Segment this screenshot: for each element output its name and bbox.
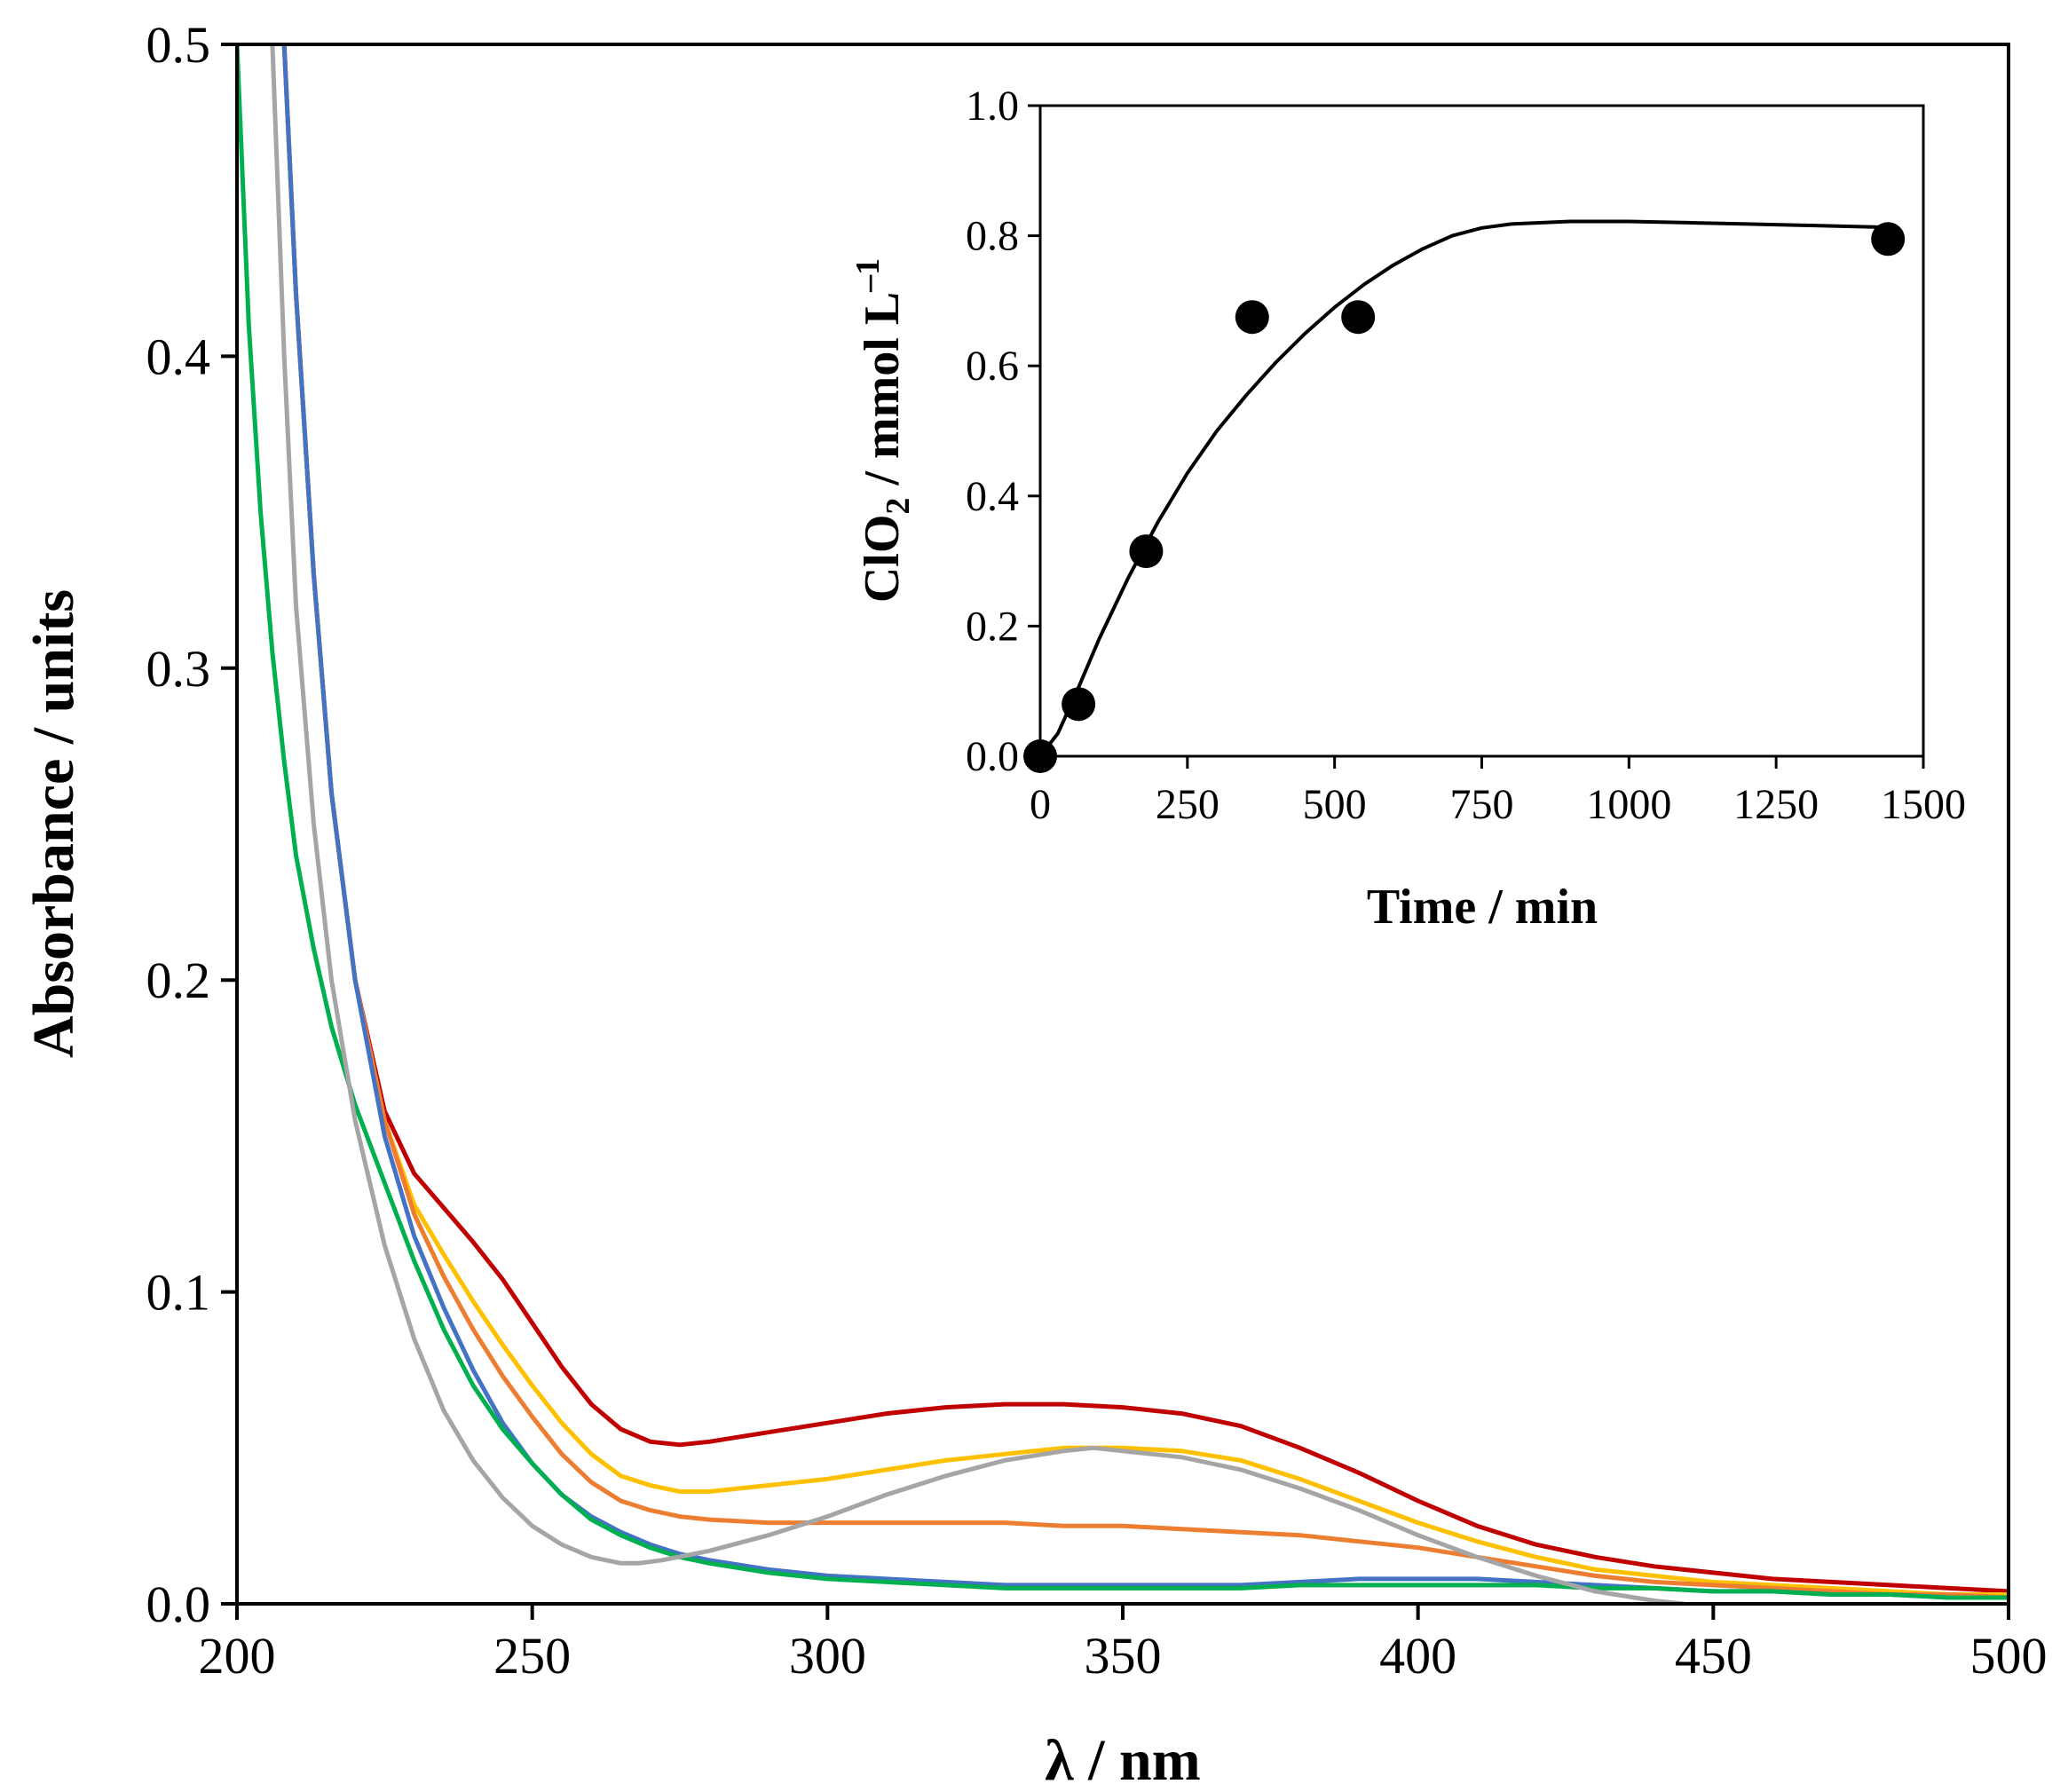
inset-y-title-subscript: 2 [880,498,917,515]
x-tick-label: 300 [789,1627,866,1685]
inset-data-point [1023,739,1057,773]
main-y-ticks: 0.0 0.1 0.2 0.3 0.4 0.5 [146,16,237,1633]
main-x-ticks: 200 250 300 350 400 450 500 [199,1604,2048,1685]
inset-chart: 0 250 500 750 1000 1250 1500 0.0 0.2 0.4 0.6 0.8 1.… [849,83,1966,935]
inset-fit-group [1040,219,1889,756]
inset-data-point [1341,300,1376,335]
y-tick-label: 0.0 [146,1575,211,1633]
inset-data-point [1129,534,1164,569]
inset-x-tick-label: 1000 [1586,781,1671,828]
series-line-yellow [281,44,2009,1597]
main-chart: 200 250 300 350 400 450 500 0.0 0.1 0.2 0.3 0.4 0.5… [21,16,2048,1792]
inset-y-tick-label: 0.0 [966,733,1019,780]
inset-background [1040,106,1923,756]
main-series-group [237,44,2009,1604]
y-tick-label: 0.4 [146,328,211,385]
inset-y-tick-label: 1.0 [966,83,1019,130]
x-tick-label: 500 [1970,1627,2048,1685]
inset-x-tick-label: 0 [1030,781,1051,828]
y-tick-label: 0.5 [146,16,211,74]
inset-y-title-part-2: / mmol L [855,292,910,498]
x-tick-label: 200 [199,1627,276,1685]
inset-x-tick-label: 1250 [1733,781,1819,828]
series-line-orange [281,44,2009,1600]
main-x-axis-title: λ / nm [1045,1728,1200,1792]
x-tick-label: 350 [1085,1627,1162,1685]
inset-x-axis-title: Time / min [1367,880,1598,935]
inset-y-tick-label: 0.4 [966,473,1019,520]
inset-x-tick-label: 500 [1303,781,1367,828]
y-tick-label: 0.3 [146,640,211,698]
inset-x-ticks: 0 250 500 750 1000 1250 1500 [1030,756,1966,828]
series-line-gray [270,44,1686,1604]
inset-y-tick-label: 0.8 [966,213,1019,260]
inset-data-point [1062,687,1096,722]
series-line-red [281,44,2009,1594]
x-tick-label: 450 [1675,1627,1752,1685]
inset-data-point [1235,300,1269,335]
x-tick-label: 400 [1379,1627,1456,1685]
inset-y-ticks: 0.0 0.2 0.4 0.6 0.8 1.0 [966,83,1040,780]
inset-y-title-superscript: –1 [849,258,887,293]
inset-fit-curve [1040,219,1889,756]
inset-points-group [1023,222,1906,773]
inset-x-tick-label: 750 [1450,781,1514,828]
inset-y-tick-label: 0.6 [966,343,1019,390]
inset-x-tick-label: 250 [1156,781,1219,828]
x-tick-label: 250 [493,1627,571,1685]
inset-x-tick-label: 1500 [1881,781,1966,828]
series-line-green [237,44,2009,1600]
inset-y-tick-label: 0.2 [966,603,1019,650]
main-y-axis-title: Absorbance / units [21,589,86,1058]
inset-y-axis-title: ClO2 / mmol L–1 [849,258,917,603]
inset-data-point [1871,222,1906,257]
inset-y-title-part-1: ClO [855,515,910,604]
y-tick-label: 0.2 [146,951,211,1009]
y-tick-label: 0.1 [146,1264,211,1322]
